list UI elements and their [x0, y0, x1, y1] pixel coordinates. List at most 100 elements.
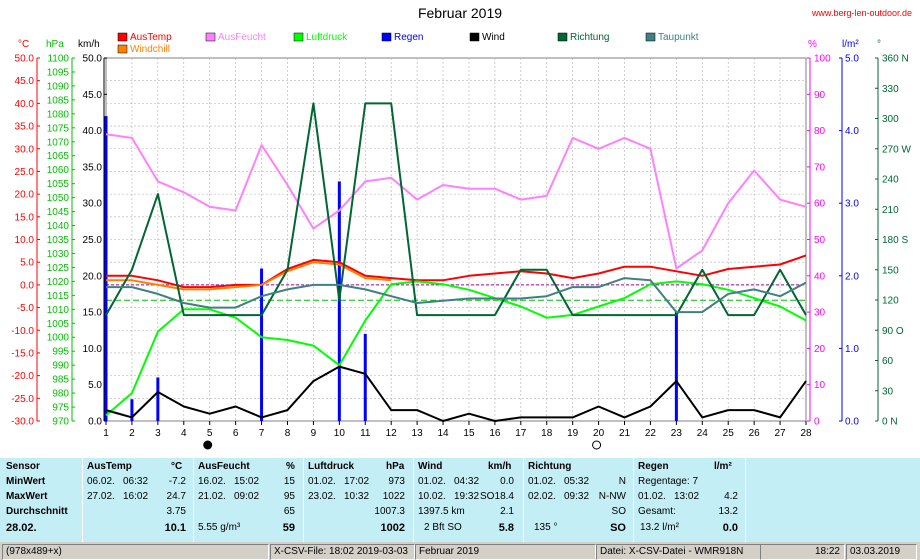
pressure-tick-label: 985: [52, 375, 69, 386]
stats-rain-total-label: Gesamt:: [638, 506, 676, 517]
series-austemp-line: [106, 254, 807, 289]
pressure-axis-unit: hPa: [46, 39, 64, 50]
legend-swatch-wind: [469, 32, 480, 42]
rain-bar: [674, 312, 678, 421]
x-tick-label: 6: [233, 428, 239, 439]
pressure-tick-label: 1040: [47, 221, 70, 232]
humidity-tick-label: 90: [814, 90, 826, 101]
wind-tick-label: 50.0: [83, 54, 103, 65]
temp-tick-label: 25.0: [15, 167, 35, 178]
full-moon-icon: [592, 440, 602, 450]
x-tick-label: 4: [181, 428, 187, 439]
direction-tick-label: 90 O: [882, 326, 904, 337]
temp-tick-label: 30.0: [15, 144, 35, 155]
rain-bar: [156, 377, 160, 421]
stats-dir-min: N: [618, 476, 626, 487]
x-tick-label: 21: [619, 428, 631, 439]
humidity-tick-label: 10: [814, 380, 826, 391]
stats-label-max: MaxWert: [6, 491, 48, 502]
stats-dir-label: Richtung: [528, 461, 572, 472]
stats-temp-max-time: 16:02: [123, 491, 149, 502]
legend-swatch-ausfeucht: [205, 32, 216, 42]
legend-swatch-austemp: [117, 32, 128, 42]
stats-hum-min: 15: [283, 476, 295, 487]
stats-hum-max: 95: [283, 491, 295, 502]
legend-swatch-windchill: [117, 44, 128, 54]
stats-press-max-date: 23.02.: [308, 491, 336, 502]
weather-chart: Februar 2019 www.berg-len-outdoor.de Aus…: [11, 5, 912, 450]
stats-wind-min-time: 04:32: [454, 476, 480, 487]
site-url: www.berg-len-outdoor.de: [811, 8, 912, 18]
stats-temp: AusTemp °C 06.02. 06:32 -7.2 27.02. 16:0…: [83, 458, 190, 542]
stats-hum-unit: %: [286, 461, 295, 472]
x-tick-label: 14: [437, 428, 449, 439]
pressure-tick-label: 1080: [47, 109, 70, 120]
stats-press-min: 973: [388, 476, 405, 487]
pressure-tick-label: 1100: [47, 54, 69, 65]
status-file: X-CSV-File: 18:02 2019-03-03: [270, 544, 415, 560]
direction-tick-label: 270 W: [882, 144, 911, 155]
legend-swatch-regen: [381, 32, 392, 42]
rain-bar: [363, 333, 367, 421]
stats-wind-today-extra: 2 Bft SO: [424, 522, 462, 533]
stats-rain-days: Regentage: 7: [638, 476, 699, 487]
stats-rain-max-date: 01.02.: [638, 491, 666, 502]
stats-press-avg: 1007.3: [374, 506, 405, 517]
x-tick-label: 1: [103, 428, 109, 439]
x-tick-label: 20: [593, 428, 605, 439]
status-source: Datei: X-CSV-Datei - WMR918N: [596, 544, 761, 560]
stats-rain-today-extra: 13.2 l/m²: [640, 522, 679, 533]
x-tick-label: 10: [334, 428, 346, 439]
pressure-tick-label: 1095: [47, 67, 70, 78]
temp-tick-label: 15.0: [15, 212, 35, 223]
stats-wind-label: Wind: [418, 461, 443, 472]
status-time: 18:22: [760, 544, 845, 560]
stats-press-max: 1022: [382, 491, 405, 502]
humidity-tick-label: 20: [814, 344, 826, 355]
stats-hum-today: 59: [282, 522, 295, 534]
pressure-tick-label: 1090: [47, 81, 70, 92]
pressure-tick-label: 1065: [47, 151, 70, 162]
statistics-panel: Sensor MinWert MaxWert Durchschnitt 28.0…: [0, 458, 920, 542]
pressure-tick-label: 1025: [47, 263, 70, 274]
pressure-tick-label: 1050: [47, 193, 70, 204]
stats-press-max-time: 10:32: [344, 491, 370, 502]
stats-hum-avg: 65: [283, 506, 295, 517]
rain-tick-label: 2.0: [845, 271, 859, 282]
legend-label-taupunkt: Taupunkt: [658, 32, 699, 43]
humidity-tick-label: 100: [814, 54, 831, 65]
pressure-tick-label: 1035: [47, 235, 70, 246]
rain-bar: [104, 116, 108, 421]
pressure-tick-label: 1030: [47, 249, 70, 260]
stats-hum-max-time: 09:02: [234, 491, 260, 502]
stats-label-avg: Durchschnitt: [6, 506, 68, 517]
wind-tick-label: 35.0: [83, 162, 103, 173]
humidity-tick-label: 50: [814, 235, 826, 246]
x-tick-label: 2: [129, 428, 135, 439]
x-axis-ticks: 1 2 3 4 5 6 7 8 9 10 11 12 13 14 15 16 17 18 19 20 21 22 23 24 2…: [103, 421, 812, 450]
stats-rain-unit: l/m²: [714, 461, 732, 472]
stats-wind: Wind km/h 01.02. 04:32 0.0 10.02. 19:32 …: [414, 458, 520, 542]
stats-rain-label: Regen: [638, 461, 669, 472]
status-bar: (978x489+x) X-CSV-File: 18:02 2019-03-03…: [0, 542, 920, 560]
stats-humidity: AusFeucht % 16.02. 15:02 15 21.02. 09:02…: [194, 458, 300, 542]
stats-press-min-time: 17:02: [344, 476, 370, 487]
stats-direction: Richtung 01.02. 05:32 N 02.02. 09:32 N-N…: [524, 458, 631, 542]
direction-tick-label: 180 S: [882, 235, 908, 246]
stats-dir-min-time: 05:32: [564, 476, 590, 487]
stats-rain-max-time: 13:02: [674, 491, 700, 502]
direction-tick-label: 0 N: [882, 417, 898, 428]
pressure-tick-label: 1020: [47, 277, 70, 288]
pressure-tick-label: 975: [52, 403, 69, 414]
x-tick-label: 7: [259, 428, 265, 439]
pressure-tick-label: 1060: [47, 165, 70, 176]
temp-tick-label: 45.0: [15, 76, 35, 87]
pressure-tick-label: 1070: [47, 137, 70, 148]
stats-wind-min: 0.0: [500, 476, 514, 487]
pressure-tick-label: 990: [52, 361, 69, 372]
stats-wind-distance: 1397.5 km: [418, 506, 465, 517]
stats-hum-today-extra: 5.55 g/m³: [198, 522, 241, 533]
x-tick-label: 15: [463, 428, 475, 439]
stats-temp-min-time: 06:32: [123, 476, 149, 487]
pressure-tick-label: 1005: [47, 319, 70, 330]
